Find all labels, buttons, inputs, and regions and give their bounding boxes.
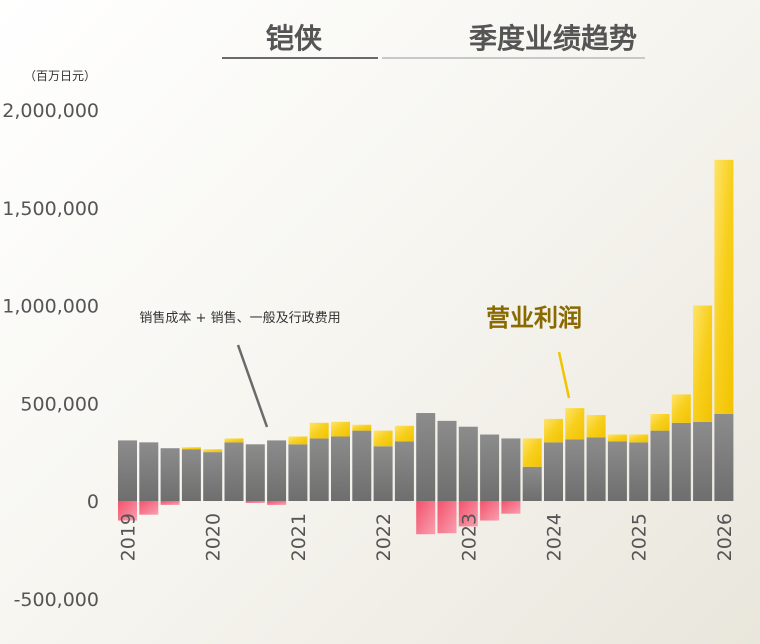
bar-operating-profit (650, 414, 670, 431)
y-tick-label: 1,500,000 (2, 198, 99, 220)
x-tick-label: 2023 (458, 513, 480, 561)
bar-operating-profit (714, 159, 734, 415)
x-tick-label: 2022 (373, 513, 395, 561)
bar-operating-profit (522, 438, 542, 467)
bar-cost (139, 442, 159, 501)
annotation-profit-label: 营业利润 (486, 304, 582, 332)
bar-cost (458, 426, 478, 501)
bar-cost (650, 430, 670, 501)
bar-operating-profit (373, 430, 393, 447)
bar-cost (480, 434, 500, 501)
bar-cost (565, 439, 585, 501)
bar-cost (416, 413, 436, 501)
bar-operating-loss (416, 501, 436, 535)
bar-operating-profit (629, 434, 649, 443)
bar-cost (331, 436, 350, 501)
bar-cost (181, 449, 201, 501)
bar-cost (224, 442, 244, 501)
bar-operating-loss (267, 501, 287, 505)
bar-operating-profit (309, 422, 329, 439)
bar-cost (118, 440, 137, 501)
y-tick-label: 0 (87, 491, 99, 513)
chart-title-company: 铠侠 (266, 22, 323, 55)
bar-operating-loss (480, 501, 500, 521)
x-axis-ticks: 2019 2020 2021 2022 2023 2024 2025 2026 (118, 513, 736, 561)
y-tick-label: 500,000 (20, 393, 99, 415)
annotation-cost-pointer (236, 344, 269, 428)
bar-cost (394, 441, 414, 501)
bar-operating-profit (203, 449, 223, 453)
bar-operating-profit (181, 447, 201, 450)
annotation-profit-pointer (557, 351, 571, 399)
bar-operating-profit (331, 421, 350, 437)
y-axis-unit-label: （百万日元） (24, 69, 96, 83)
bar-operating-profit (288, 436, 308, 445)
bar-cost (586, 437, 606, 501)
annotation-cost-label: 销售成本 + 销售、一般及行政费用 (139, 310, 340, 326)
chart-title-trend: 季度业绩趋势 (469, 22, 637, 55)
bar-cost (693, 421, 713, 501)
bar-cost (267, 440, 287, 501)
bar-cost (671, 422, 691, 501)
bar-cost (203, 452, 223, 501)
y-axis-ticks: 2,000,000 1,500,000 1,000,000 500,000 0 -500,… (2, 100, 99, 611)
bar-operating-profit (607, 434, 627, 442)
bar-cost (629, 442, 649, 501)
y-tick-label: 1,000,000 (2, 296, 99, 318)
bar-operating-profit (352, 424, 372, 431)
bar-operating-profit (224, 438, 244, 443)
bar-series (118, 159, 734, 535)
x-tick-label: 2025 (629, 513, 651, 561)
bar-cost (245, 444, 265, 501)
bar-operating-profit (671, 394, 691, 423)
bar-operating-loss (118, 501, 137, 521)
bar-operating-profit (693, 305, 713, 422)
bar-operating-profit (544, 418, 563, 443)
bar-operating-loss (437, 501, 457, 534)
bar-operating-loss (160, 501, 180, 505)
bar-cost (309, 438, 329, 501)
bar-operating-loss (245, 501, 265, 503)
bar-cost (522, 466, 542, 501)
bar-cost (714, 414, 734, 501)
bar-cost (544, 442, 563, 501)
x-tick-label: 2019 (118, 513, 140, 561)
bar-cost (160, 448, 180, 501)
bar-cost (288, 444, 308, 501)
bar-operating-profit (565, 408, 585, 440)
bar-operating-profit (586, 414, 606, 438)
x-tick-label: 2024 (544, 513, 566, 561)
x-tick-label: 2021 (288, 513, 310, 561)
x-tick-label: 2020 (203, 513, 225, 561)
bar-cost (352, 430, 372, 501)
x-tick-label: 2026 (714, 513, 736, 561)
bar-operating-loss (458, 501, 478, 527)
bar-operating-loss (139, 501, 159, 515)
y-tick-label: -500,000 (14, 589, 99, 611)
bar-cost (501, 438, 521, 501)
bar-operating-loss (501, 501, 521, 514)
y-tick-label: 2,000,000 (2, 100, 99, 122)
bar-cost (607, 441, 627, 501)
bar-operating-profit (394, 425, 414, 442)
bar-cost (373, 446, 393, 501)
bar-cost (437, 420, 457, 501)
